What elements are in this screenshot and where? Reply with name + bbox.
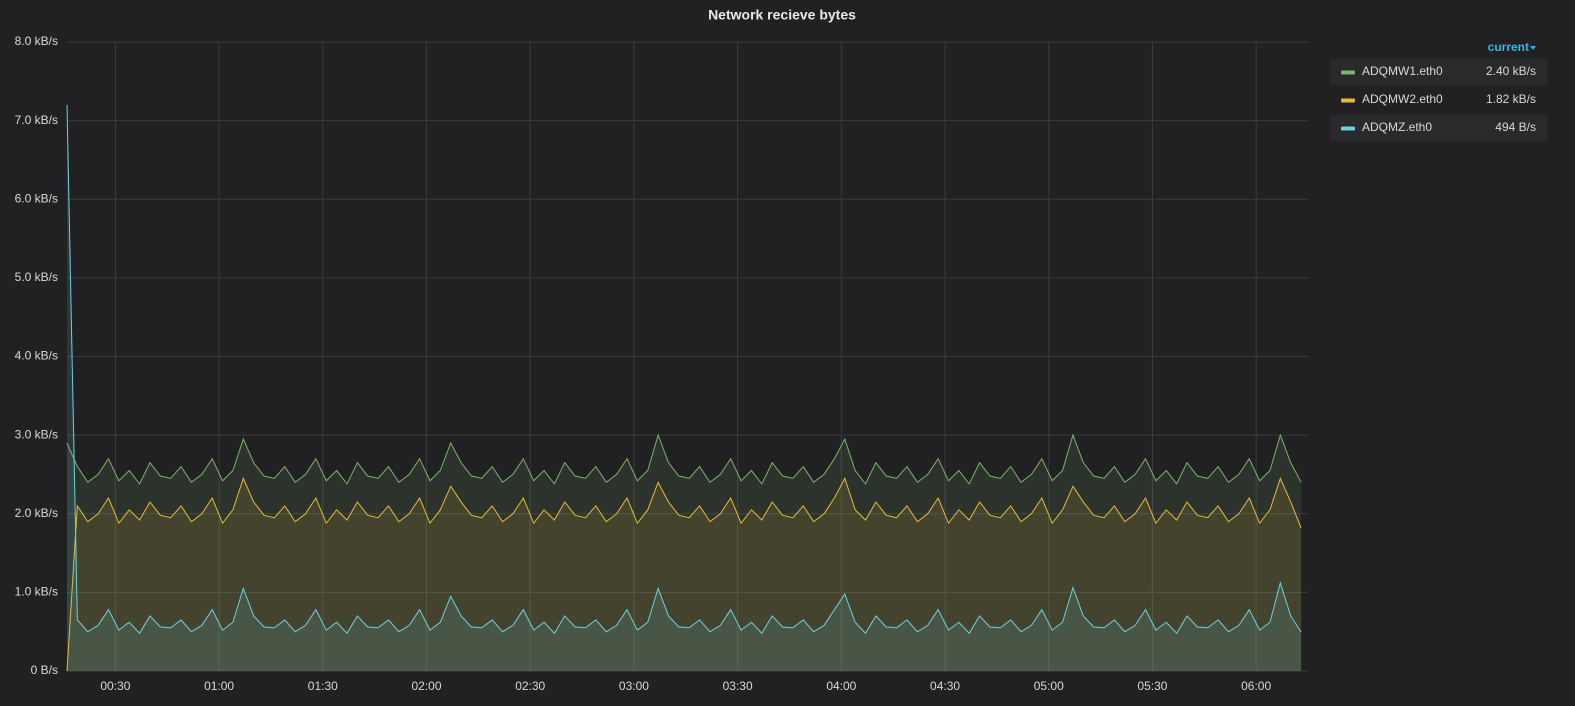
x-tick-label: 04:00 — [826, 679, 856, 693]
y-tick-label: 2.0 kB/s — [15, 506, 58, 520]
y-tick-label: 6.0 kB/s — [15, 191, 58, 205]
legend-label[interactable]: ADQMW1.eth0 — [1362, 64, 1443, 78]
chart-title: Network recieve bytes — [708, 7, 856, 23]
series-area — [67, 435, 1302, 671]
legend-swatch — [1341, 126, 1355, 131]
x-tick-label: 05:30 — [1137, 679, 1167, 693]
legend-column-header: current — [1488, 40, 1529, 54]
legend-sort-caret — [1530, 46, 1536, 50]
legend-value: 494 B/s — [1495, 120, 1536, 134]
y-tick-label: 8.0 kB/s — [15, 34, 58, 48]
y-tick-label: 1.0 kB/s — [15, 585, 58, 599]
y-tick-label: 7.0 kB/s — [15, 113, 58, 127]
legend-label[interactable]: ADQMZ.eth0 — [1362, 120, 1432, 134]
legend-label[interactable]: ADQMW2.eth0 — [1362, 92, 1443, 106]
x-tick-label: 03:30 — [723, 679, 753, 693]
y-tick-label: 3.0 kB/s — [15, 427, 58, 441]
y-tick-label: 4.0 kB/s — [15, 349, 58, 363]
x-tick-label: 01:00 — [204, 679, 234, 693]
legend-row-background — [1330, 115, 1547, 141]
legend-row-background — [1330, 59, 1547, 85]
legend-swatch — [1341, 70, 1355, 75]
x-tick-label: 06:00 — [1241, 679, 1271, 693]
legend-value: 2.40 kB/s — [1486, 64, 1536, 78]
x-tick-label: 04:30 — [930, 679, 960, 693]
x-tick-label: 01:30 — [308, 679, 338, 693]
x-tick-label: 02:00 — [411, 679, 441, 693]
series-area — [67, 478, 1302, 671]
x-tick-label: 05:00 — [1034, 679, 1064, 693]
x-tick-label: 02:30 — [515, 679, 545, 693]
y-tick-label: 0 B/s — [31, 663, 58, 677]
x-tick-label: 03:00 — [619, 679, 649, 693]
legend-value: 1.82 kB/s — [1486, 92, 1536, 106]
series-line — [66, 433, 1302, 485]
series-line — [66, 476, 1302, 672]
y-tick-label: 5.0 kB/s — [15, 270, 58, 284]
x-tick-label: 00:30 — [100, 679, 130, 693]
series-line — [66, 104, 1302, 635]
legend-swatch — [1341, 98, 1355, 103]
